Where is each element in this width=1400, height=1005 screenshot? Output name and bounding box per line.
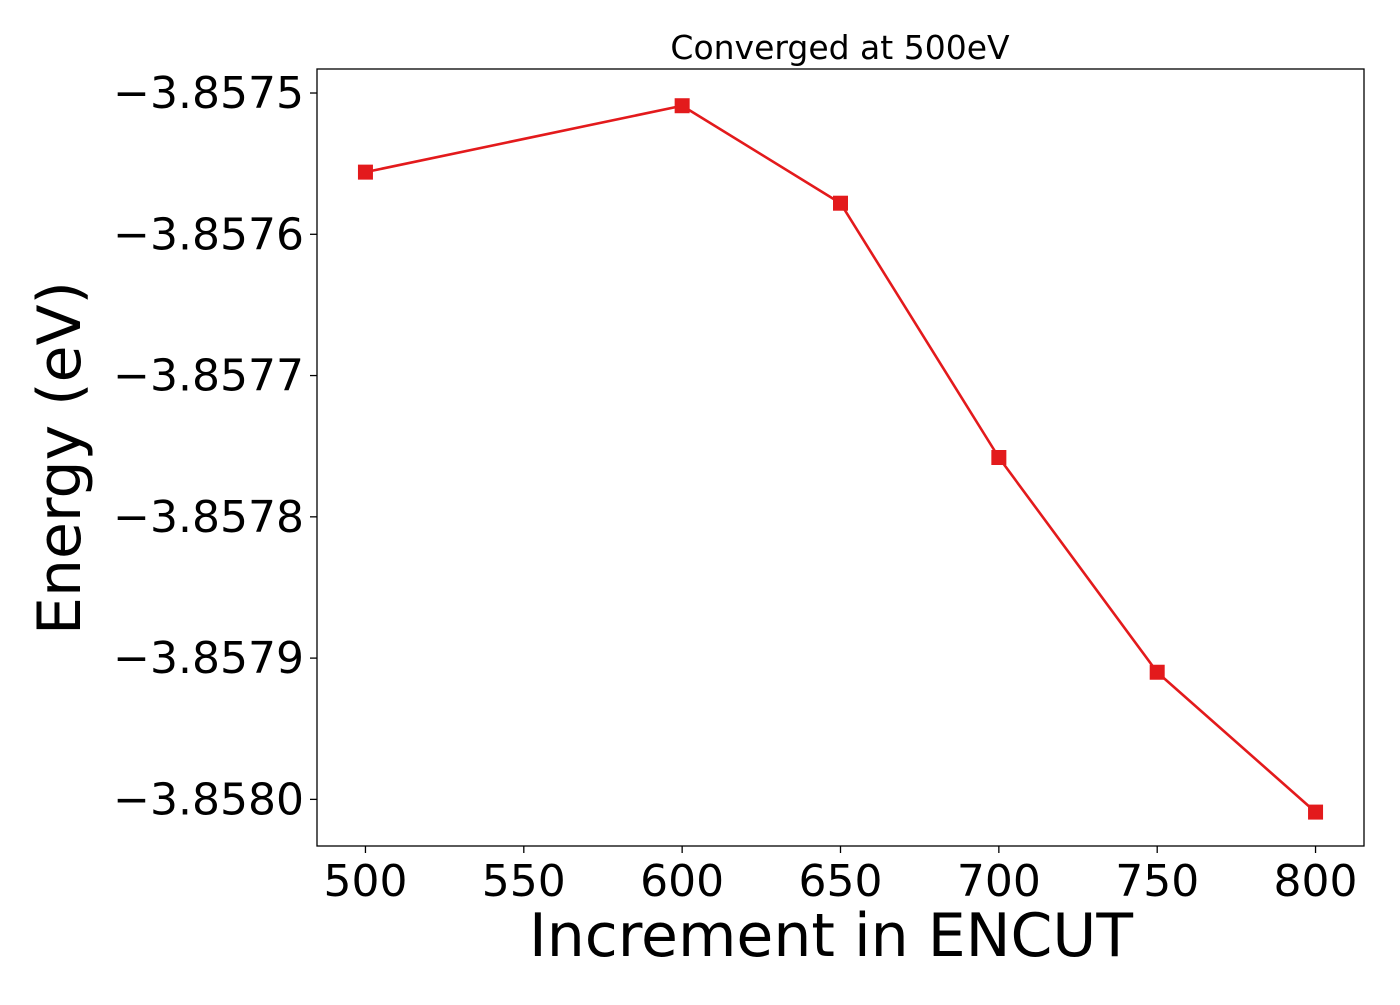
chart-title: Converged at 500eV — [670, 28, 1010, 67]
series-line — [365, 104, 1317, 814]
x-tick-label: 500 — [323, 856, 407, 907]
data-point — [1308, 804, 1324, 820]
data-point — [991, 450, 1007, 465]
data-point — [357, 164, 373, 180]
y-tick-label: −3.8576 — [113, 209, 304, 260]
y-tick-label: −3.8575 — [113, 68, 304, 119]
x-tick-label: 700 — [957, 856, 1041, 907]
y-tick-label: −3.8580 — [113, 774, 304, 825]
data-point — [674, 98, 690, 114]
plot-frame — [316, 68, 1365, 847]
y-tick-label: −3.8577 — [113, 351, 304, 402]
data-point — [833, 195, 848, 211]
x-tick-label: 650 — [799, 856, 883, 907]
x-axis-label: Increment in ENCUT — [529, 901, 1133, 971]
x-tick-label: 600 — [640, 856, 724, 907]
y-tick-label: −3.8578 — [113, 492, 304, 543]
x-tick-label: 750 — [1115, 856, 1199, 907]
y-axis-label: Energy (eV) — [25, 281, 95, 635]
x-tick-label: 800 — [1274, 856, 1358, 907]
x-tick-label: 550 — [482, 856, 566, 907]
data-point — [1149, 664, 1165, 680]
y-tick-label: −3.8579 — [113, 633, 304, 684]
plot-area: 500 550 600 650 700 750 800 −3.8575 −3.8576 −3.85… — [113, 68, 1365, 907]
